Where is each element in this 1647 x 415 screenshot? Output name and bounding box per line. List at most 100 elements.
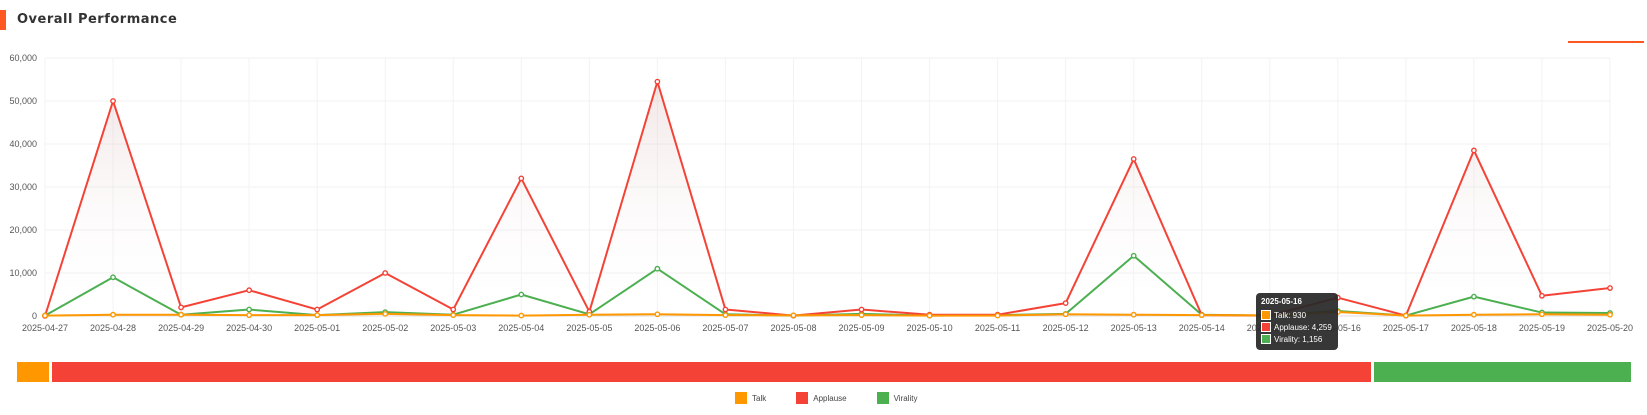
x-tick-label: 2025-05-04	[498, 323, 544, 333]
data-point-applause	[1062, 300, 1069, 306]
data-point-talk	[586, 311, 593, 318]
tooltip-value: Virality: 1,156	[1274, 334, 1323, 344]
summary-segment-applause	[52, 362, 1371, 382]
tooltip-value: Applause: 4,259	[1274, 322, 1332, 332]
data-point-talk	[1130, 311, 1137, 318]
page-title: Overall Performance	[17, 12, 178, 27]
y-tick-label: 30,000	[9, 182, 37, 192]
y-tick-label: 20,000	[9, 225, 37, 235]
y-tick-label: 50,000	[9, 96, 37, 106]
data-point-talk	[518, 312, 525, 319]
series-line-applause	[44, 80, 1611, 317]
tooltip-row-talk: Talk: 930	[1261, 310, 1333, 320]
tooltip-title: 2025-05-16	[1261, 297, 1302, 306]
x-tick-label: 2025-05-03	[430, 323, 476, 333]
x-tick-label: 2025-04-27	[22, 323, 68, 333]
data-point-virality	[654, 265, 661, 272]
x-tick-label: 2025-05-07	[702, 323, 748, 333]
data-point-applause	[246, 287, 253, 294]
corner-accent-line	[1568, 41, 1644, 43]
y-tick-label: 10,000	[9, 268, 37, 278]
tooltip-row-virality: Virality: 1,156	[1261, 334, 1333, 344]
x-tick-label: 2025-04-28	[90, 323, 136, 333]
title-accent-bar	[0, 10, 6, 30]
legend-label-virality[interactable]: Virality	[893, 393, 918, 403]
y-tick-label: 40,000	[9, 139, 37, 149]
data-point-talk	[110, 311, 116, 318]
y-tick-label: 0	[32, 311, 37, 321]
data-point-applause	[382, 270, 389, 276]
data-point-applause	[722, 306, 729, 313]
tooltip-swatch	[1261, 322, 1271, 332]
data-point-virality	[110, 274, 116, 281]
data-point-applause	[178, 304, 184, 311]
data-point-applause	[654, 78, 661, 85]
x-tick-label: 2025-05-20	[1587, 323, 1633, 333]
data-point-virality	[518, 291, 525, 298]
data-point-applause	[518, 175, 525, 182]
x-tick-label: 2025-05-08	[770, 323, 816, 333]
data-point-talk	[1198, 312, 1205, 319]
data-point-virality	[246, 306, 253, 313]
x-tick-label: 2025-05-05	[566, 323, 612, 333]
x-tick-label: 2025-05-06	[634, 323, 680, 333]
x-tick-label: 2025-05-14	[1179, 323, 1225, 333]
chart-tooltip: 2025-05-16 Talk: 930 Applause: 4,259 Viral…	[1256, 293, 1338, 350]
x-tick-label: 2025-04-29	[158, 323, 204, 333]
data-point-talk	[1402, 312, 1409, 319]
data-point-talk	[314, 312, 321, 319]
data-point-talk	[178, 311, 184, 318]
data-point-virality	[1471, 293, 1477, 300]
x-tick-label: 2025-05-18	[1451, 323, 1497, 333]
data-point-talk	[654, 311, 661, 318]
data-point-talk	[42, 312, 48, 319]
data-point-talk	[858, 312, 865, 319]
x-tick-label: 2025-05-09	[838, 323, 884, 333]
data-point-talk	[382, 310, 389, 317]
series-line-talk	[44, 311, 1611, 317]
summary-segment-virality	[1373, 362, 1631, 382]
x-tick-label: 2025-05-10	[907, 323, 953, 333]
x-tick-label: 2025-05-02	[362, 323, 408, 333]
data-point-talk	[722, 312, 729, 319]
y-tick-label: 60,000	[9, 53, 37, 63]
x-tick-label: 2025-05-12	[1043, 323, 1089, 333]
legend-swatch-virality[interactable]	[876, 392, 889, 404]
data-point-talk	[926, 312, 933, 319]
x-tick-label: 2025-04-30	[226, 323, 272, 333]
x-tick-label: 2025-05-19	[1519, 323, 1565, 333]
data-point-applause	[858, 306, 865, 313]
summary-segment-talk	[17, 362, 50, 382]
data-point-applause	[1607, 285, 1613, 291]
data-point-applause	[1539, 292, 1545, 299]
chart-legend: Talk Applause Virality	[735, 392, 947, 404]
legend-swatch-talk[interactable]	[735, 392, 747, 404]
data-point-talk	[1471, 311, 1477, 318]
tooltip-swatch	[1261, 310, 1271, 320]
legend-swatch-applause[interactable]	[796, 392, 809, 404]
x-tick-label: 2025-05-17	[1383, 323, 1429, 333]
tooltip-value: Talk: 930	[1274, 310, 1307, 320]
tooltip-row-applause: Applause: 4,259	[1261, 322, 1333, 332]
data-point-applause	[110, 98, 116, 104]
x-tick-label: 2025-05-01	[294, 323, 340, 333]
data-point-applause	[1471, 147, 1477, 154]
x-tick-label: 2025-05-13	[1111, 323, 1157, 333]
data-point-talk	[246, 312, 253, 319]
x-tick-label: 2025-05-11	[975, 323, 1020, 333]
data-point-talk	[994, 312, 1001, 319]
tooltip-swatch	[1261, 334, 1271, 344]
data-point-talk	[1539, 311, 1545, 318]
data-point-talk	[1607, 311, 1613, 318]
data-point-talk	[450, 312, 457, 319]
data-point-applause	[450, 306, 457, 313]
legend-label-talk[interactable]: Talk	[752, 393, 767, 403]
data-point-applause	[1130, 156, 1137, 162]
data-point-applause	[314, 306, 321, 313]
applause-area	[45, 81, 1610, 317]
data-point-talk	[1062, 311, 1069, 318]
data-point-virality	[1130, 252, 1137, 259]
legend-label-applause[interactable]: Applause	[813, 393, 847, 403]
data-point-talk	[790, 312, 797, 319]
